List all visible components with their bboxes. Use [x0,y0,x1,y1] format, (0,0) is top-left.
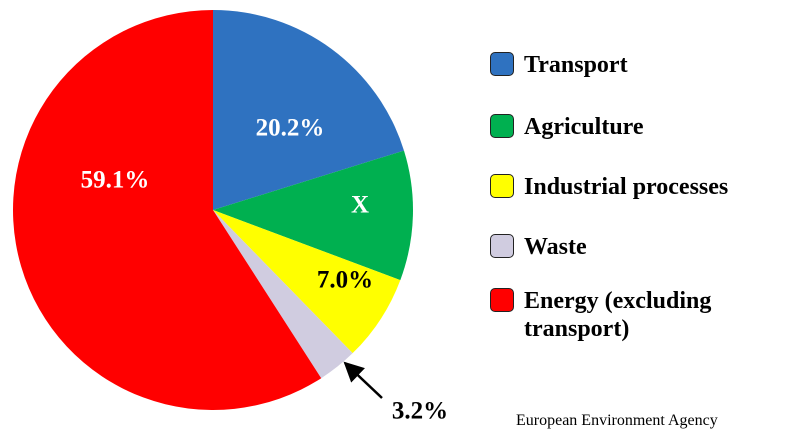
legend-item: Agriculture [490,113,790,141]
source-note: European Environment Agency [516,412,718,429]
legend-item: Transport [490,51,790,79]
data-label: 7.0% [317,267,373,294]
data-label: 3.2% [392,398,448,425]
pie-slice [12,10,322,410]
data-label: 59.1% [81,167,150,194]
legend-label: Agriculture [524,114,644,140]
legend-item: Industrial processes [490,173,790,201]
pie-slice [213,150,413,281]
legend-item: Waste [490,233,790,261]
legend-swatch [490,52,514,76]
data-label: X [351,192,369,219]
legend-swatch [490,288,514,312]
legend-item: Energy (excluding transport) [490,287,790,343]
legend-label: Energy (excluding transport) [524,288,712,342]
pie-slice [213,10,404,210]
callout-arrow [343,361,383,399]
legend-swatch [490,234,514,258]
legend-label: Waste [524,234,587,260]
legend-label: Transport [524,52,628,78]
data-label: 20.2% [256,115,325,142]
legend-swatch [490,114,514,138]
pie-slice [213,210,401,354]
legend-swatch [490,174,514,198]
pie-slice [213,210,353,379]
legend-label: Industrial processes [524,174,729,200]
